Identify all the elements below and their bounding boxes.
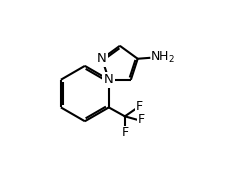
Text: F: F (136, 100, 143, 113)
Text: NH$_2$: NH$_2$ (150, 50, 175, 65)
Text: F: F (137, 113, 145, 126)
Text: N: N (97, 52, 107, 65)
Text: F: F (121, 127, 128, 140)
Text: N: N (104, 73, 114, 86)
